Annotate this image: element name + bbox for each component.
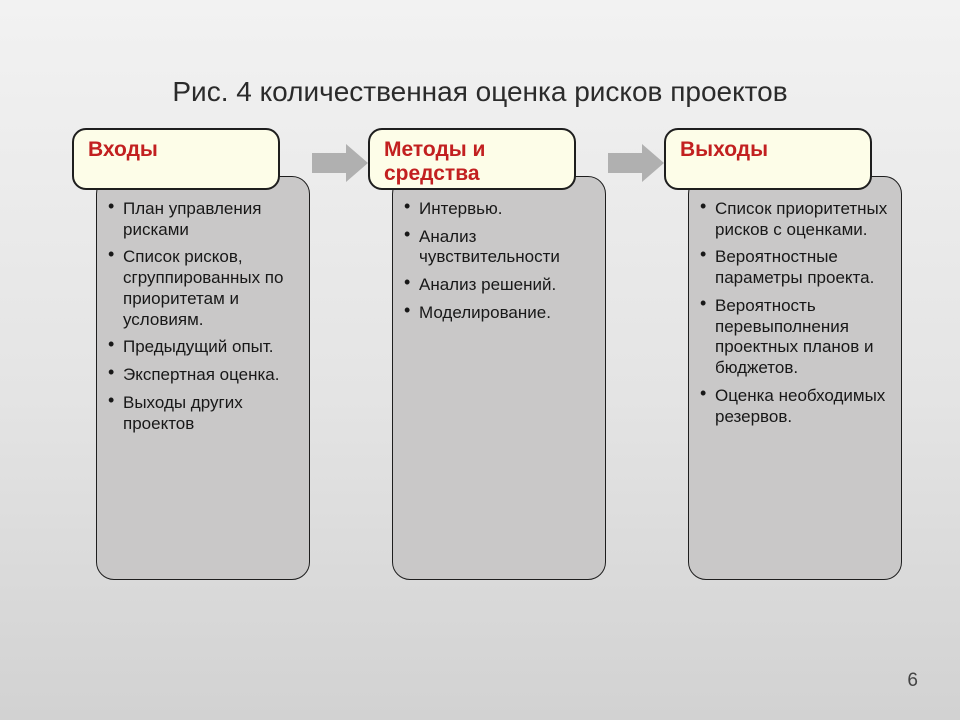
column-header-methods: Методы и средства	[368, 128, 576, 190]
slide-title: Рис. 4 количественная оценка рисков прое…	[0, 76, 960, 108]
list-item: Вероятностные параметры проекта.	[715, 247, 891, 288]
column-inputs: Входы План управления рисками Список рис…	[72, 128, 312, 580]
column-header-label: Входы	[88, 138, 264, 162]
list-item: Оценка необходимых резервов.	[715, 386, 891, 427]
list-item: Интервью.	[419, 199, 595, 220]
list-item: Список приоритетных рисков с оценками.	[715, 199, 891, 240]
list-item: Моделирование.	[419, 303, 595, 324]
list-item: Список рисков, сгруппированных по приори…	[123, 247, 299, 330]
list-item: Анализ чувствительности	[419, 227, 595, 268]
arrow-right-icon	[608, 144, 664, 182]
page-number: 6	[907, 670, 918, 692]
column-header-label: Выходы	[680, 138, 856, 162]
methods-list: Интервью. Анализ чувствительности Анализ…	[401, 199, 595, 324]
list-item: Анализ решений.	[419, 275, 595, 296]
list-item: Экспертная оценка.	[123, 365, 299, 386]
list-item: План управления рисками	[123, 199, 299, 240]
column-header-label: Методы и средства	[384, 138, 560, 186]
diagram-columns: Входы План управления рисками Список рис…	[72, 128, 904, 580]
column-header-inputs: Входы	[72, 128, 280, 190]
column-methods: Методы и средства Интервью. Анализ чувст…	[368, 128, 608, 580]
column-body-inputs: План управления рисками Список рисков, с…	[96, 176, 310, 580]
arrow-1	[312, 132, 368, 194]
column-header-outputs: Выходы	[664, 128, 872, 190]
arrow-2	[608, 132, 664, 194]
outputs-list: Список приоритетных рисков с оценками. В…	[697, 199, 891, 427]
list-item: Вероятность перевыполнения проектных пла…	[715, 296, 891, 379]
column-body-outputs: Список приоритетных рисков с оценками. В…	[688, 176, 902, 580]
inputs-list: План управления рисками Список рисков, с…	[105, 199, 299, 434]
arrow-right-icon	[312, 144, 368, 182]
column-outputs: Выходы Список приоритетных рисков с оцен…	[664, 128, 904, 580]
column-body-methods: Интервью. Анализ чувствительности Анализ…	[392, 176, 606, 580]
list-item: Предыдущий опыт.	[123, 337, 299, 358]
list-item: Выходы других проектов	[123, 393, 299, 434]
